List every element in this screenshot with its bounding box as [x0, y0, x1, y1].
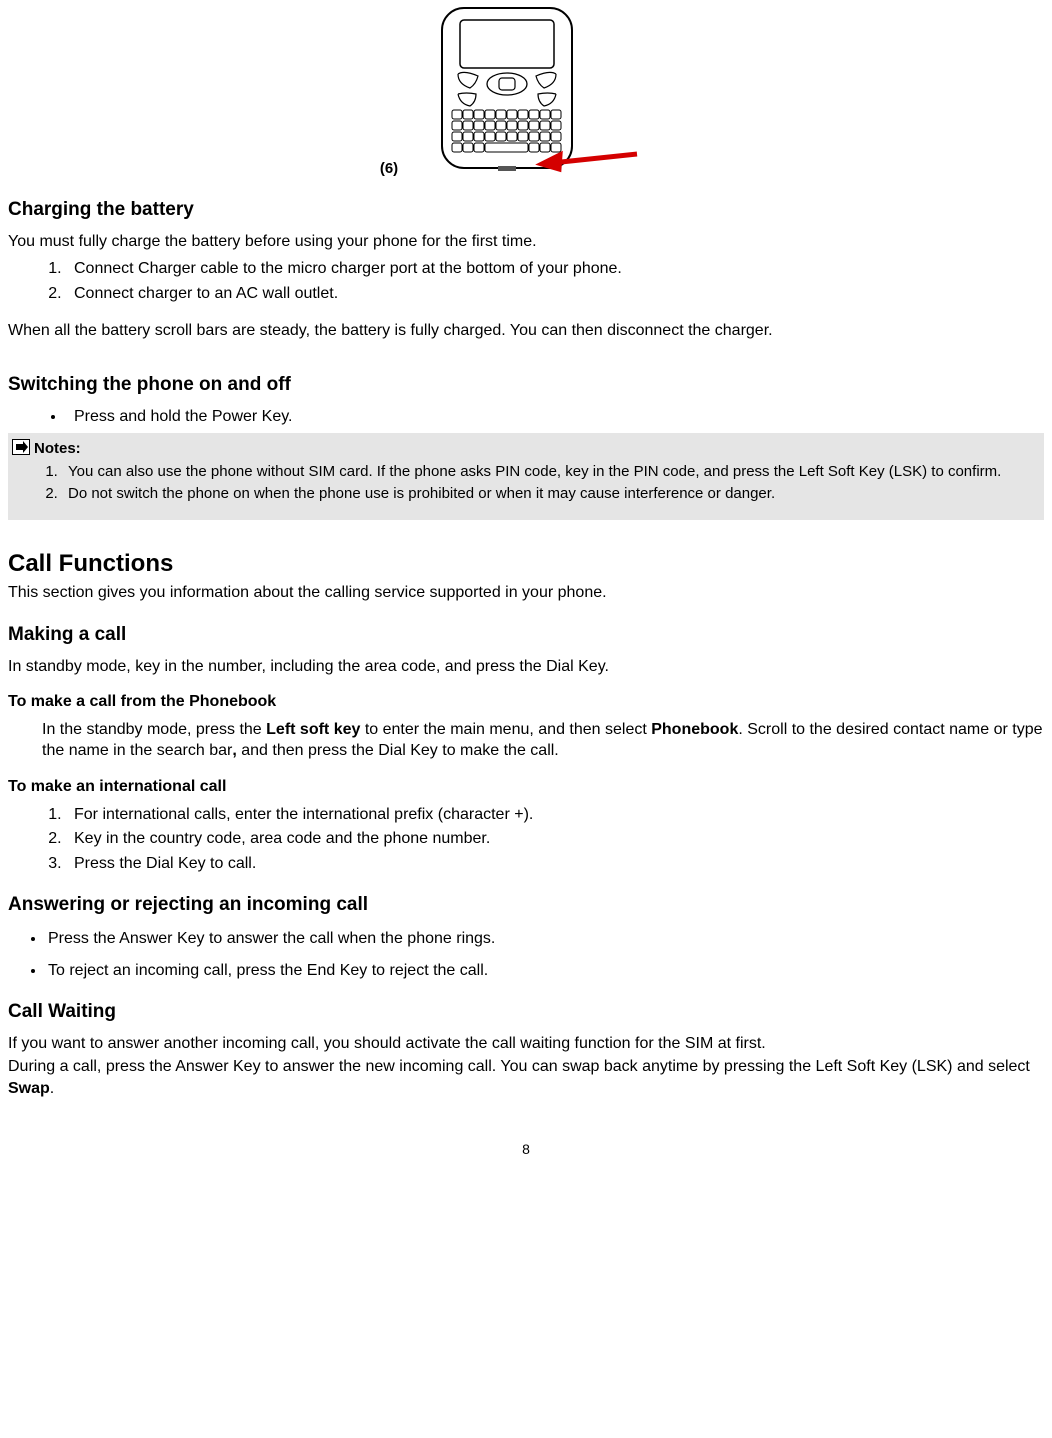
list-item: Connect charger to an AC wall outlet. — [66, 283, 1044, 305]
intl-subtitle: To make an international call — [8, 776, 1044, 798]
charging-steps: Connect Charger cable to the micro charg… — [8, 258, 1044, 304]
making-call-intro: In standby mode, key in the number, incl… — [8, 656, 1044, 678]
list-item: Press the Answer Key to answer the call … — [46, 928, 1044, 950]
list-item: For international calls, enter the inter… — [66, 804, 1044, 826]
list-item: Do not switch the phone on when the phon… — [62, 484, 1040, 504]
figure-container: (6) — [8, 4, 1044, 179]
charging-title: Charging the battery — [8, 197, 1044, 223]
list-item: Connect Charger cable to the micro charg… — [66, 258, 1044, 280]
page-number: 8 — [8, 1140, 1044, 1159]
phonebook-text: In the standby mode, press the Left soft… — [8, 719, 1044, 762]
call-waiting-p1: If you want to answer another incoming c… — [8, 1033, 1044, 1055]
list-item: Press and hold the Power Key. — [66, 406, 1044, 428]
text: During a call, press the Answer Key to a… — [8, 1058, 1030, 1075]
switching-bullets: Press and hold the Power Key. — [8, 406, 1044, 428]
call-functions-intro: This section gives you information about… — [8, 582, 1044, 604]
notes-list: You can also use the phone without SIM c… — [12, 462, 1040, 505]
notes-box: Notes: You can also use the phone withou… — [8, 433, 1044, 520]
arrow-note-icon — [12, 439, 30, 455]
phone-illustration — [412, 4, 672, 179]
charging-closing: When all the battery scroll bars are ste… — [8, 320, 1044, 342]
notes-label: Notes: — [34, 439, 81, 459]
intl-steps: For international calls, enter the inter… — [8, 804, 1044, 875]
bold-text: Swap — [8, 1080, 50, 1097]
text: and then press the Dial Key to make the … — [237, 742, 559, 759]
call-functions-title: Call Functions — [8, 548, 1044, 580]
list-item: You can also use the phone without SIM c… — [62, 462, 1040, 482]
text: . — [50, 1080, 54, 1097]
call-waiting-p2: During a call, press the Answer Key to a… — [8, 1056, 1044, 1099]
list-item: Press the Dial Key to call. — [66, 853, 1044, 875]
bold-text: Left soft key — [266, 721, 360, 738]
switching-title: Switching the phone on and off — [8, 372, 1044, 398]
charging-intro: You must fully charge the battery before… — [8, 231, 1044, 253]
list-item: Key in the country code, area code and t… — [66, 828, 1044, 850]
text: In the standby mode, press the — [42, 721, 266, 738]
making-call-title: Making a call — [8, 622, 1044, 648]
list-item: To reject an incoming call, press the En… — [46, 960, 1044, 982]
figure-caption: (6) — [380, 159, 398, 179]
call-waiting-title: Call Waiting — [8, 999, 1044, 1025]
phonebook-subtitle: To make a call from the Phonebook — [8, 691, 1044, 713]
bold-text: Phonebook — [651, 721, 738, 738]
answering-title: Answering or rejecting an incoming call — [8, 892, 1044, 918]
text: to enter the main menu, and then select — [360, 721, 651, 738]
answering-bullets: Press the Answer Key to answer the call … — [8, 928, 1044, 981]
